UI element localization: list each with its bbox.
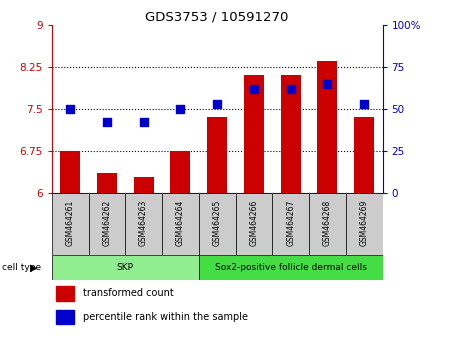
- Text: GSM464267: GSM464267: [286, 199, 295, 246]
- Point: [213, 101, 220, 107]
- Bar: [89, 193, 125, 255]
- Bar: [235, 193, 272, 255]
- Bar: [280, 75, 301, 193]
- Text: GSM464262: GSM464262: [103, 200, 112, 246]
- Text: GSM464265: GSM464265: [212, 199, 221, 246]
- Bar: [134, 177, 154, 193]
- Bar: [52, 255, 199, 280]
- Text: transformed count: transformed count: [83, 288, 174, 298]
- Bar: [272, 193, 309, 255]
- Text: GSM464268: GSM464268: [323, 200, 332, 246]
- Text: percentile rank within the sample: percentile rank within the sample: [83, 312, 248, 322]
- Text: GSM464264: GSM464264: [176, 199, 185, 246]
- Point: [250, 86, 257, 92]
- Bar: [162, 193, 199, 255]
- Text: Sox2-positive follicle dermal cells: Sox2-positive follicle dermal cells: [215, 263, 367, 272]
- Point: [140, 120, 147, 125]
- Bar: [309, 193, 346, 255]
- Bar: [57, 286, 74, 301]
- Bar: [244, 75, 264, 193]
- Text: GSM464261: GSM464261: [66, 200, 75, 246]
- Text: SKP: SKP: [117, 263, 134, 272]
- Bar: [125, 193, 162, 255]
- Bar: [199, 255, 382, 280]
- Point: [177, 106, 184, 112]
- Bar: [97, 173, 117, 193]
- Bar: [52, 193, 89, 255]
- Text: cell type: cell type: [2, 263, 41, 272]
- Bar: [346, 193, 382, 255]
- Bar: [170, 151, 190, 193]
- Text: GSM464266: GSM464266: [249, 199, 258, 246]
- Point: [360, 101, 368, 107]
- Point: [103, 120, 111, 125]
- Bar: [199, 193, 235, 255]
- Point: [324, 81, 331, 86]
- Point: [287, 86, 294, 92]
- Bar: [60, 151, 80, 193]
- Text: GSM464263: GSM464263: [139, 199, 148, 246]
- Bar: [207, 117, 227, 193]
- Bar: [317, 61, 338, 193]
- Point: [67, 106, 74, 112]
- Text: ▶: ▶: [30, 263, 37, 273]
- Title: GDS3753 / 10591270: GDS3753 / 10591270: [145, 11, 289, 24]
- Bar: [354, 117, 374, 193]
- Bar: [57, 310, 74, 325]
- Text: GSM464269: GSM464269: [360, 199, 369, 246]
